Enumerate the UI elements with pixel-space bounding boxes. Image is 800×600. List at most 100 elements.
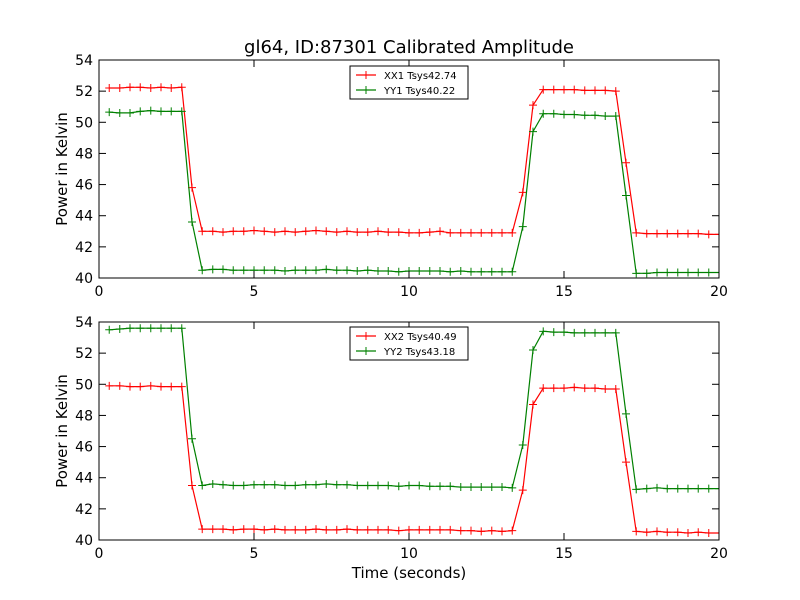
data-point bbox=[456, 483, 465, 492]
data-point bbox=[549, 384, 558, 393]
data-point bbox=[198, 481, 207, 490]
data-point bbox=[539, 327, 548, 336]
data-point bbox=[198, 227, 207, 236]
y-tick-label: 48 bbox=[75, 146, 93, 162]
data-point bbox=[425, 228, 434, 237]
data-point bbox=[291, 228, 300, 237]
data-point bbox=[487, 228, 496, 237]
data-point bbox=[353, 481, 362, 490]
data-point bbox=[529, 346, 537, 355]
y-tick-label: 40 bbox=[75, 533, 93, 549]
data-point bbox=[529, 127, 537, 136]
data-point bbox=[332, 266, 341, 275]
x-tick-label: 5 bbox=[250, 546, 259, 562]
legend: XX2 Tsys40.49 YY2 Tsys43.18 bbox=[349, 326, 469, 361]
data-point bbox=[539, 109, 548, 118]
data-point bbox=[704, 230, 713, 239]
y-tick-label: 52 bbox=[75, 346, 93, 362]
data-point bbox=[177, 324, 186, 333]
x-tick-label: 0 bbox=[95, 284, 104, 300]
data-point bbox=[446, 228, 455, 237]
data-point bbox=[126, 83, 134, 92]
data-point bbox=[570, 328, 579, 337]
data-point bbox=[343, 525, 351, 534]
data-point bbox=[467, 483, 475, 492]
data-point bbox=[560, 328, 568, 337]
data-point bbox=[518, 441, 527, 450]
figure-title: gl64, ID:87301 Calibrated Amplitude bbox=[244, 37, 574, 58]
data-point bbox=[549, 109, 558, 118]
data-point bbox=[498, 228, 506, 237]
data-point bbox=[250, 226, 258, 235]
data-point bbox=[642, 269, 651, 278]
data-point bbox=[498, 267, 506, 276]
data-point bbox=[653, 268, 661, 277]
data-point bbox=[312, 266, 320, 275]
data-point bbox=[570, 85, 579, 94]
data-point bbox=[601, 328, 610, 337]
data-point bbox=[673, 268, 682, 277]
data-point bbox=[622, 158, 630, 167]
data-point bbox=[715, 484, 719, 493]
data-point bbox=[136, 107, 145, 116]
data-point bbox=[425, 266, 434, 275]
data-point bbox=[126, 382, 134, 391]
y-tick-label: 54 bbox=[75, 53, 93, 69]
data-point bbox=[198, 525, 207, 534]
data-point bbox=[477, 483, 486, 492]
data-point bbox=[353, 266, 362, 275]
legend-marker bbox=[362, 71, 370, 79]
data-point bbox=[239, 525, 248, 534]
y-axis-label: Power in Kelvin bbox=[53, 112, 71, 226]
data-point bbox=[322, 479, 331, 488]
data-point bbox=[498, 527, 506, 536]
data-point bbox=[560, 85, 568, 94]
data-point bbox=[332, 525, 341, 534]
data-point bbox=[353, 525, 362, 534]
data-point bbox=[663, 229, 672, 238]
data-point bbox=[167, 324, 176, 333]
data-point bbox=[415, 228, 424, 237]
data-point bbox=[487, 526, 496, 535]
data-point bbox=[281, 227, 289, 236]
legend-box bbox=[349, 326, 469, 361]
data-point bbox=[208, 227, 217, 236]
data-point bbox=[684, 484, 692, 493]
data-point bbox=[270, 525, 279, 534]
x-tick-label: 10 bbox=[400, 546, 418, 562]
data-point bbox=[715, 230, 719, 239]
data-point bbox=[694, 528, 703, 537]
data-point bbox=[115, 381, 124, 390]
data-point bbox=[653, 527, 661, 536]
data-point bbox=[126, 108, 134, 117]
data-point bbox=[301, 480, 310, 489]
data-point bbox=[673, 484, 682, 493]
data-point bbox=[425, 482, 434, 491]
data-point bbox=[518, 222, 527, 231]
y-tick-label: 52 bbox=[75, 84, 93, 100]
data-point bbox=[446, 482, 455, 491]
data-point bbox=[580, 384, 589, 393]
data-point bbox=[281, 481, 289, 490]
data-point bbox=[126, 324, 134, 333]
data-point bbox=[694, 484, 703, 493]
data-point bbox=[498, 483, 506, 492]
data-point bbox=[384, 525, 393, 534]
data-point bbox=[332, 480, 341, 489]
data-point bbox=[219, 228, 227, 237]
data-point bbox=[694, 229, 703, 238]
data-point bbox=[115, 84, 124, 93]
data-point bbox=[177, 382, 186, 391]
data-point bbox=[425, 525, 434, 534]
data-point bbox=[467, 228, 475, 237]
data-point bbox=[632, 485, 641, 494]
data-point bbox=[136, 382, 145, 391]
data-point bbox=[405, 228, 413, 237]
y-tick-label: 40 bbox=[75, 271, 93, 287]
data-point bbox=[529, 400, 537, 409]
series-1 bbox=[105, 83, 719, 239]
data-point bbox=[167, 382, 176, 391]
data-point bbox=[260, 480, 269, 489]
data-point bbox=[704, 528, 713, 537]
